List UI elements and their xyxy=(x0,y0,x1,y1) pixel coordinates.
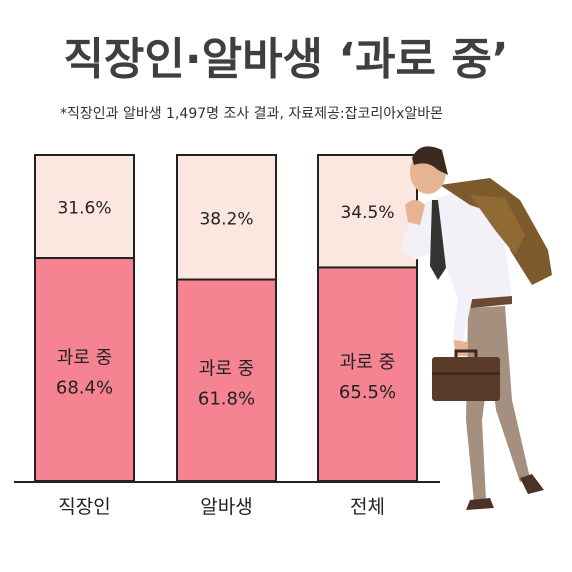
bar-segment-overwork xyxy=(176,278,277,483)
chart-subtitle: *직장인과 알바생 1,497명 조사 결과, 자료제공:잡코리아x알바몬 xyxy=(60,106,444,122)
data-label-other: 34.5% xyxy=(340,203,394,223)
bar-segment-overwork xyxy=(34,257,135,482)
bar-segment-other xyxy=(176,154,277,281)
series-label-overwork: 과로 중 xyxy=(199,358,254,379)
data-label-other: 31.6% xyxy=(57,199,111,219)
x-tick-label: 직장인 xyxy=(58,496,110,518)
series-label-overwork: 과로 중 xyxy=(57,348,112,369)
data-label-overwork: 68.4% xyxy=(56,378,113,399)
bar-segment-other xyxy=(34,154,135,260)
businessman-figure xyxy=(400,146,552,510)
briefcase-icon xyxy=(432,349,500,401)
data-label-overwork: 65.5% xyxy=(339,382,396,403)
data-label-overwork: 61.8% xyxy=(198,388,255,409)
chart-title: 직장인·알바생 ‘과로 중’ xyxy=(63,34,509,85)
x-tick-label: 전체 xyxy=(350,496,385,518)
x-tick-label: 알바생 xyxy=(200,496,252,518)
series-label-overwork: 과로 중 xyxy=(340,352,395,373)
bar-segment-overwork xyxy=(317,266,418,482)
data-label-other: 38.2% xyxy=(199,209,253,229)
